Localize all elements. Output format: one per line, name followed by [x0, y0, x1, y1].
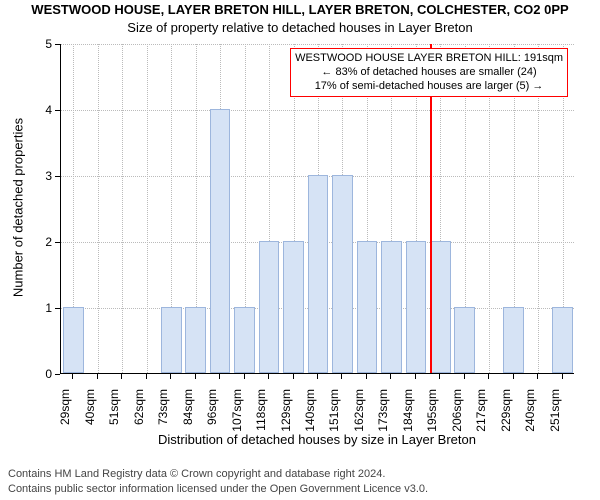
histogram-bar [552, 307, 573, 373]
xtick-label: 118sqm [254, 389, 268, 439]
xtick-mark [317, 374, 318, 379]
xtick-mark [268, 374, 269, 379]
ytick-mark [55, 374, 60, 375]
xtick-label: 151sqm [327, 389, 341, 439]
xtick-label: 251sqm [548, 389, 562, 439]
histogram-bar [283, 241, 304, 373]
xtick-label: 40sqm [83, 389, 97, 439]
ytick-mark [55, 308, 60, 309]
xtick-mark [488, 374, 489, 379]
annotation-box: WESTWOOD HOUSE LAYER BRETON HILL: 191sqm… [290, 48, 568, 97]
histogram-bar [185, 307, 206, 373]
xtick-mark [170, 374, 171, 379]
xtick-label: 129sqm [279, 389, 293, 439]
xtick-label: 84sqm [181, 389, 195, 439]
xtick-label: 173sqm [376, 389, 390, 439]
histogram-bar [454, 307, 475, 373]
ytick-label: 0 [32, 367, 52, 381]
ytick-label: 4 [32, 103, 52, 117]
xtick-mark [439, 374, 440, 379]
gridline-vertical [98, 44, 99, 373]
annotation-line-1: WESTWOOD HOUSE LAYER BRETON HILL: 191sqm [295, 52, 563, 66]
xtick-mark [97, 374, 98, 379]
xtick-mark [293, 374, 294, 379]
histogram-bar [234, 307, 255, 373]
chart-subtitle: Size of property relative to detached ho… [0, 20, 600, 35]
xtick-label: 96sqm [205, 389, 219, 439]
y-axis-title: Number of detached properties [11, 108, 26, 308]
xtick-label: 51sqm [107, 389, 121, 439]
xtick-mark [341, 374, 342, 379]
ytick-mark [55, 176, 60, 177]
xtick-label: 217sqm [474, 389, 488, 439]
xtick-mark [72, 374, 73, 379]
xtick-mark [537, 374, 538, 379]
xtick-mark [464, 374, 465, 379]
annotation-line-2: ← 83% of detached houses are smaller (24… [295, 66, 563, 80]
xtick-mark [244, 374, 245, 379]
gridline-vertical [122, 44, 123, 373]
xtick-label: 206sqm [450, 389, 464, 439]
histogram-bar [210, 109, 231, 373]
histogram-bar [332, 175, 353, 373]
xtick-mark [121, 374, 122, 379]
histogram-bar [161, 307, 182, 373]
xtick-label: 73sqm [156, 389, 170, 439]
xtick-label: 29sqm [58, 389, 72, 439]
ytick-label: 2 [32, 235, 52, 249]
xtick-mark [219, 374, 220, 379]
histogram-bar [63, 307, 84, 373]
ytick-label: 5 [32, 37, 52, 51]
ytick-label: 3 [32, 169, 52, 183]
ytick-mark [55, 242, 60, 243]
ytick-label: 1 [32, 301, 52, 315]
plot-area: WESTWOOD HOUSE LAYER BRETON HILL: 191sqm… [60, 44, 574, 374]
xtick-label: 140sqm [303, 389, 317, 439]
xtick-label: 62sqm [132, 389, 146, 439]
footer-line-1: Contains HM Land Registry data © Crown c… [8, 467, 428, 481]
xtick-mark [366, 374, 367, 379]
xtick-mark [415, 374, 416, 379]
histogram-bar [357, 241, 378, 373]
xtick-label: 184sqm [401, 389, 415, 439]
xtick-mark [562, 374, 563, 379]
histogram-bar [503, 307, 524, 373]
chart-title: WESTWOOD HOUSE, LAYER BRETON HILL, LAYER… [0, 2, 600, 17]
footer-attribution: Contains HM Land Registry data © Crown c… [8, 467, 428, 496]
xtick-mark [513, 374, 514, 379]
ytick-mark [55, 110, 60, 111]
histogram-bar [430, 241, 451, 373]
ytick-mark [55, 44, 60, 45]
histogram-bar [406, 241, 427, 373]
xtick-label: 240sqm [523, 389, 537, 439]
xtick-mark [390, 374, 391, 379]
histogram-bar [381, 241, 402, 373]
histogram-bar [308, 175, 329, 373]
xtick-mark [146, 374, 147, 379]
xtick-label: 107sqm [230, 389, 244, 439]
xtick-label: 162sqm [352, 389, 366, 439]
histogram-bar [259, 241, 280, 373]
xtick-label: 229sqm [499, 389, 513, 439]
footer-line-2: Contains public sector information licen… [8, 482, 428, 496]
xtick-mark [195, 374, 196, 379]
annotation-line-3: 17% of semi-detached houses are larger (… [295, 80, 563, 94]
gridline-vertical [147, 44, 148, 373]
xtick-label: 195sqm [425, 389, 439, 439]
